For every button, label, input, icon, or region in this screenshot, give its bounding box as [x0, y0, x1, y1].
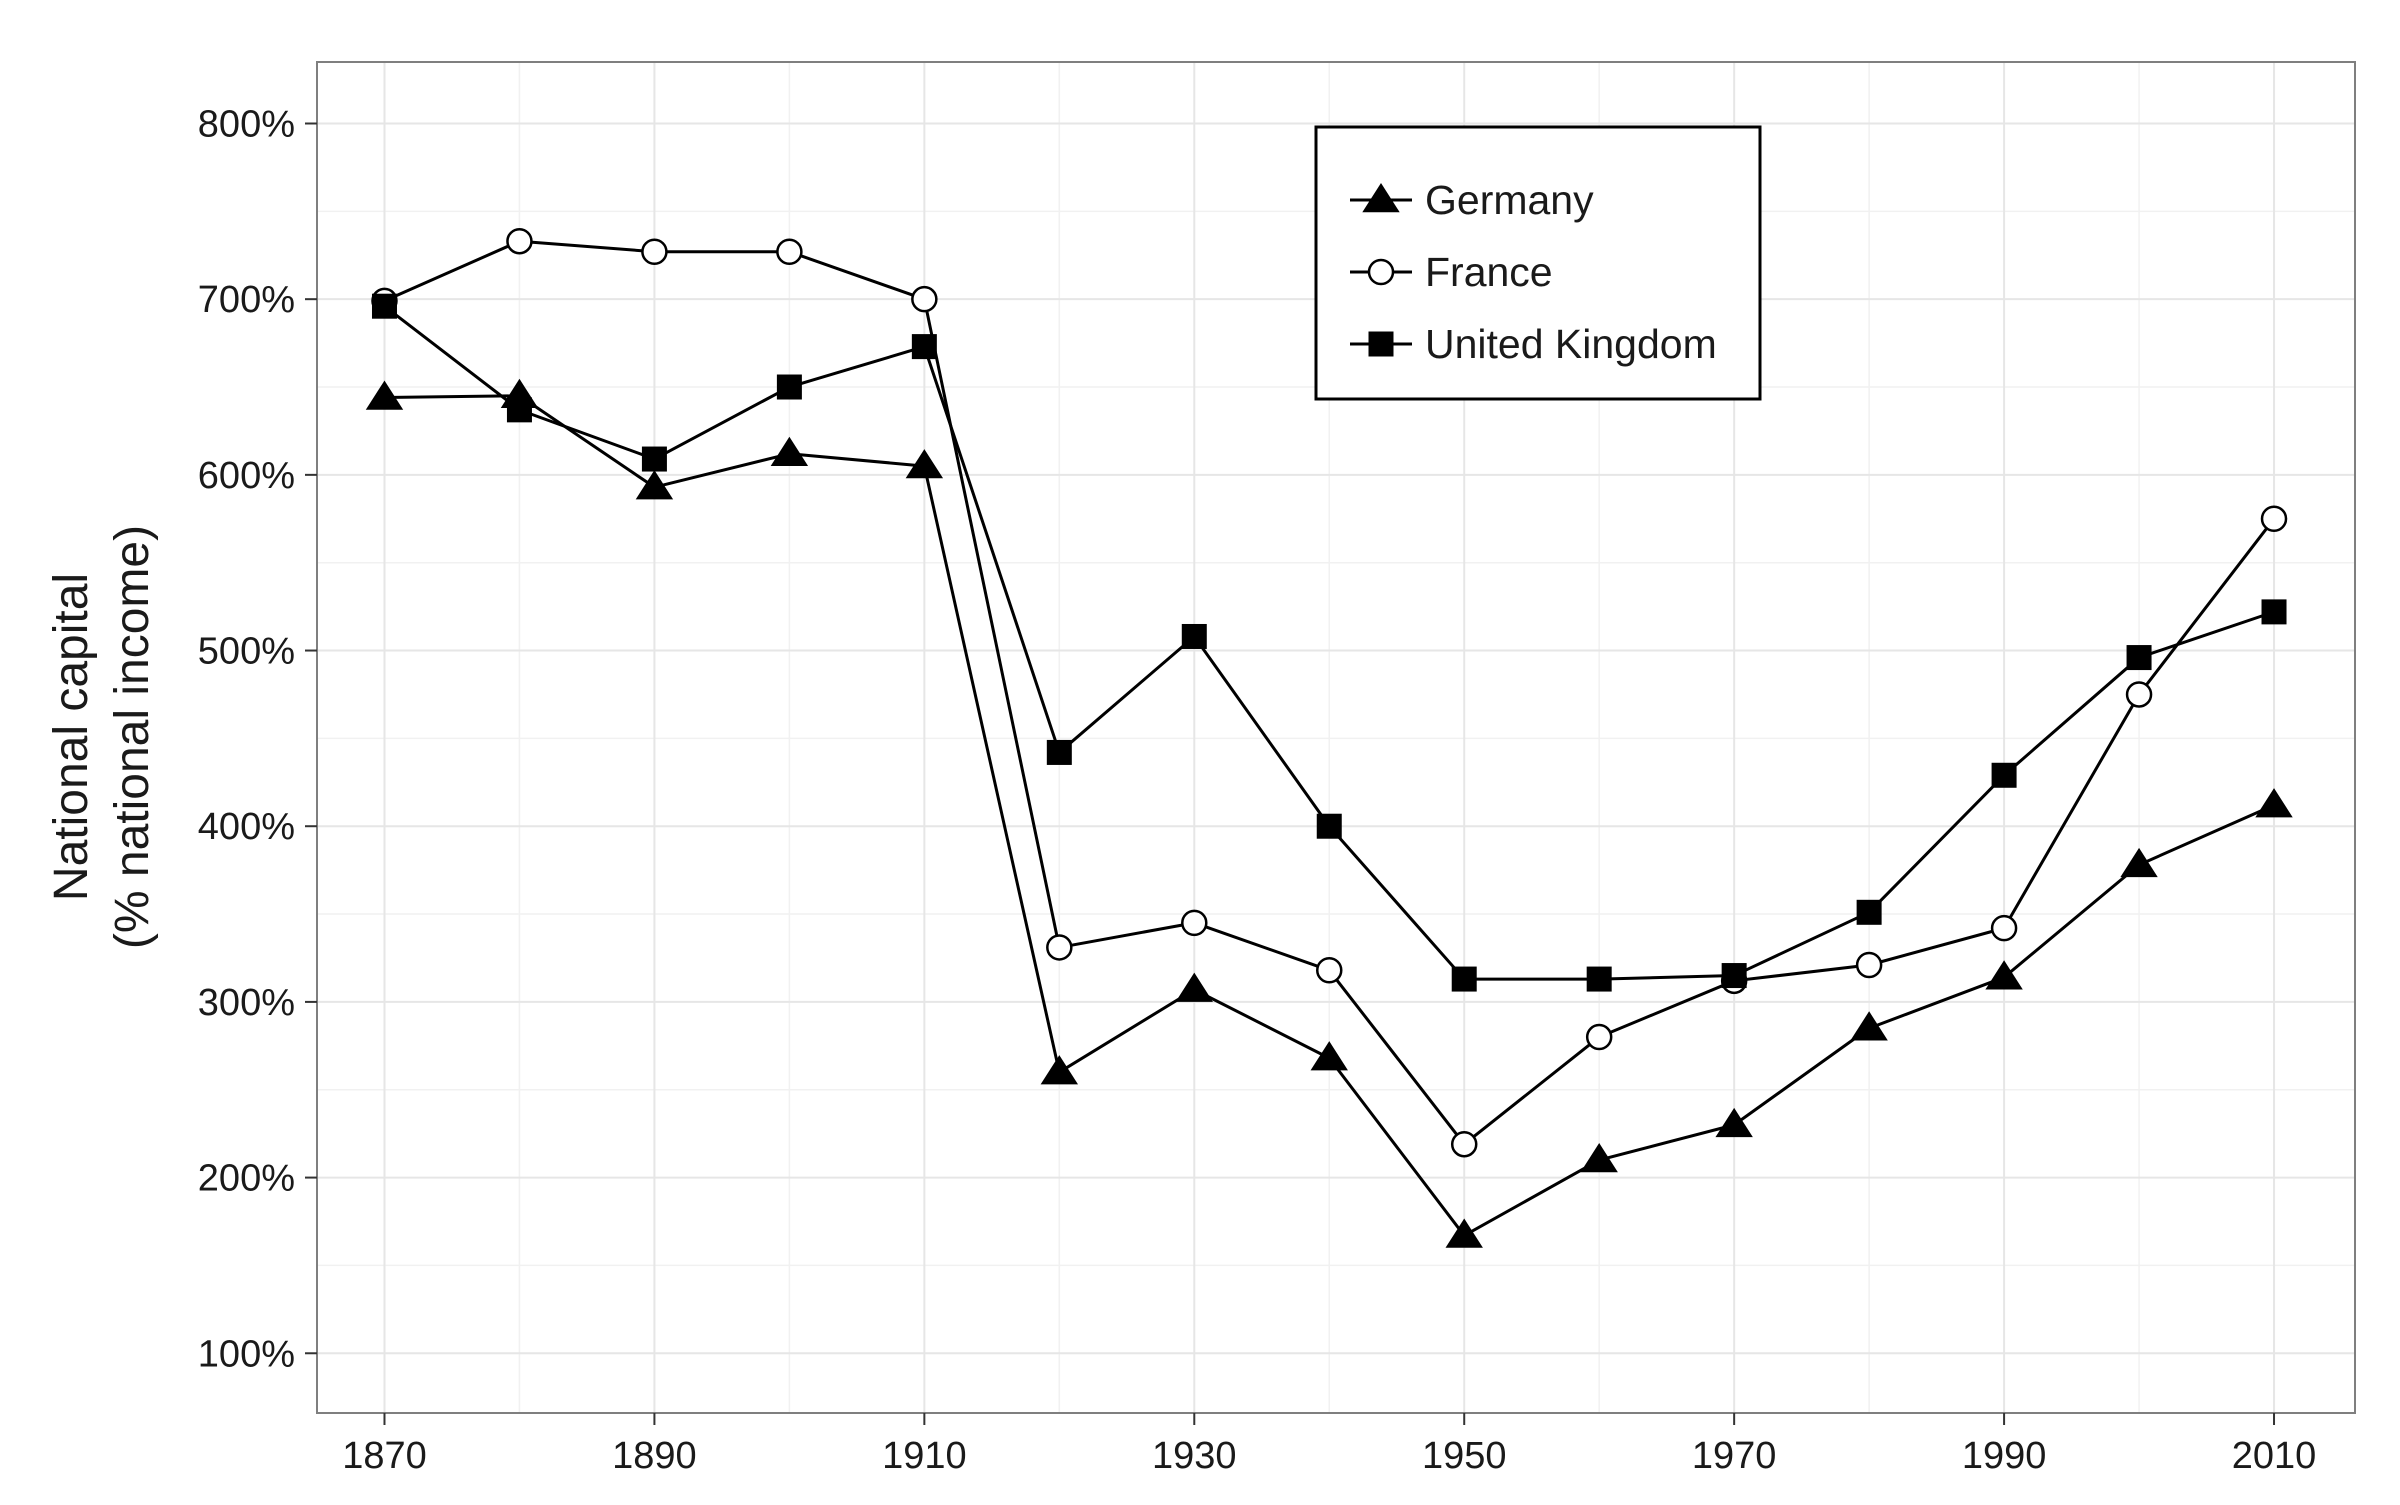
x-tick-label: 1910	[882, 1435, 967, 1477]
data-point-france	[2260, 505, 2288, 533]
legend-label-france: France	[1425, 249, 1553, 295]
plot-panel-border	[316, 61, 2356, 1414]
data-point-france	[506, 227, 533, 255]
major-gridlines	[317, 62, 2355, 1413]
y-axis-label-line-1: National capital	[45, 573, 98, 901]
data-point-united-kingdom	[506, 397, 532, 423]
x-tick-label: 1870	[342, 1435, 427, 1477]
data-point-france	[1046, 934, 1073, 961]
markers-germany	[365, 378, 2293, 1248]
data-point-germany	[1580, 1143, 1618, 1173]
data-point-france	[1181, 909, 1208, 937]
data-point-united-kingdom	[1046, 739, 1072, 765]
data-point-united-kingdom	[1856, 899, 1882, 925]
legend-marker-united-kingdom	[1368, 331, 1394, 357]
x-tick-label: 1970	[1692, 1435, 1777, 1477]
data-point-germany	[1985, 960, 2023, 990]
legend-label-united-kingdom: United Kingdom	[1425, 321, 1717, 367]
data-point-germany	[2120, 847, 2158, 878]
legend-label-germany: Germany	[1425, 177, 1594, 223]
y-tick-label: 800%	[198, 103, 295, 145]
data-point-united-kingdom	[1586, 966, 1612, 992]
y-axis-label: National capital (% national income)	[45, 525, 159, 949]
series-layer	[365, 227, 2293, 1248]
markers-france	[371, 227, 2288, 1158]
y-tick-label: 600%	[198, 455, 295, 497]
legend-marker-france	[1367, 258, 1395, 286]
data-point-germany	[1445, 1218, 1483, 1248]
x-tick-label: 1930	[1152, 1435, 1237, 1477]
x-tick-label: 1890	[612, 1435, 697, 1477]
data-point-germany	[635, 470, 674, 500]
data-point-united-kingdom	[1181, 623, 1207, 649]
data-point-france	[1450, 1130, 1478, 1158]
data-point-france	[1855, 951, 1883, 979]
markers-united-kingdom	[371, 293, 2287, 992]
data-point-united-kingdom	[911, 334, 937, 360]
data-point-germany	[2255, 788, 2293, 818]
legend: Germany France United Kingdom	[1314, 125, 1762, 401]
data-point-united-kingdom	[1316, 813, 1342, 839]
y-tick-label: 500%	[198, 631, 295, 673]
x-tick-label: 1950	[1422, 1435, 1507, 1477]
x-tick-label: 1990	[1962, 1435, 2047, 1477]
data-point-germany	[1850, 1011, 1888, 1041]
legend-item-germany: Germany	[1350, 177, 1594, 223]
axis-ticks	[305, 122, 2276, 1425]
y-axis-tick-labels: 100% 200% 300% 400% 500% 600% 700% 800%	[198, 103, 295, 1375]
data-point-germany	[1040, 1055, 1079, 1085]
y-tick-label: 200%	[198, 1158, 295, 1200]
data-point-germany	[1175, 972, 1213, 1002]
data-point-germany	[905, 449, 944, 479]
data-point-united-kingdom	[2261, 599, 2287, 625]
y-tick-label: 700%	[198, 279, 295, 321]
data-point-germany	[1310, 1041, 1348, 1071]
data-point-united-kingdom	[776, 374, 802, 400]
x-axis-tick-labels: 1870 1890 1910 1930 1950 1970 1990 2010	[342, 1435, 2316, 1477]
data-point-united-kingdom	[1991, 762, 2017, 788]
data-point-france	[776, 238, 803, 265]
data-point-germany	[770, 436, 809, 467]
data-point-france	[1585, 1023, 1613, 1051]
x-tick-label: 2010	[2232, 1435, 2317, 1477]
legend-marker-germany	[1362, 183, 1400, 213]
legend-item-france: France	[1350, 249, 1553, 295]
data-point-france	[641, 238, 668, 265]
data-point-germany	[365, 380, 404, 410]
data-point-united-kingdom	[2126, 645, 2152, 671]
data-point-united-kingdom	[1721, 963, 1747, 989]
data-point-germany	[1715, 1107, 1753, 1138]
data-point-united-kingdom	[371, 293, 397, 319]
data-point-france	[911, 285, 938, 313]
data-point-france	[1990, 914, 2018, 942]
data-point-united-kingdom	[641, 446, 667, 472]
y-tick-label: 300%	[198, 982, 295, 1024]
y-tick-label: 400%	[198, 806, 295, 848]
data-point-united-kingdom	[1451, 966, 1477, 992]
data-point-france	[1316, 957, 1343, 984]
legend-item-united-kingdom: United Kingdom	[1350, 321, 1717, 367]
data-point-france	[2125, 681, 2153, 708]
y-tick-label: 100%	[198, 1333, 295, 1375]
y-axis-label-line-2: (% national income)	[106, 525, 159, 949]
